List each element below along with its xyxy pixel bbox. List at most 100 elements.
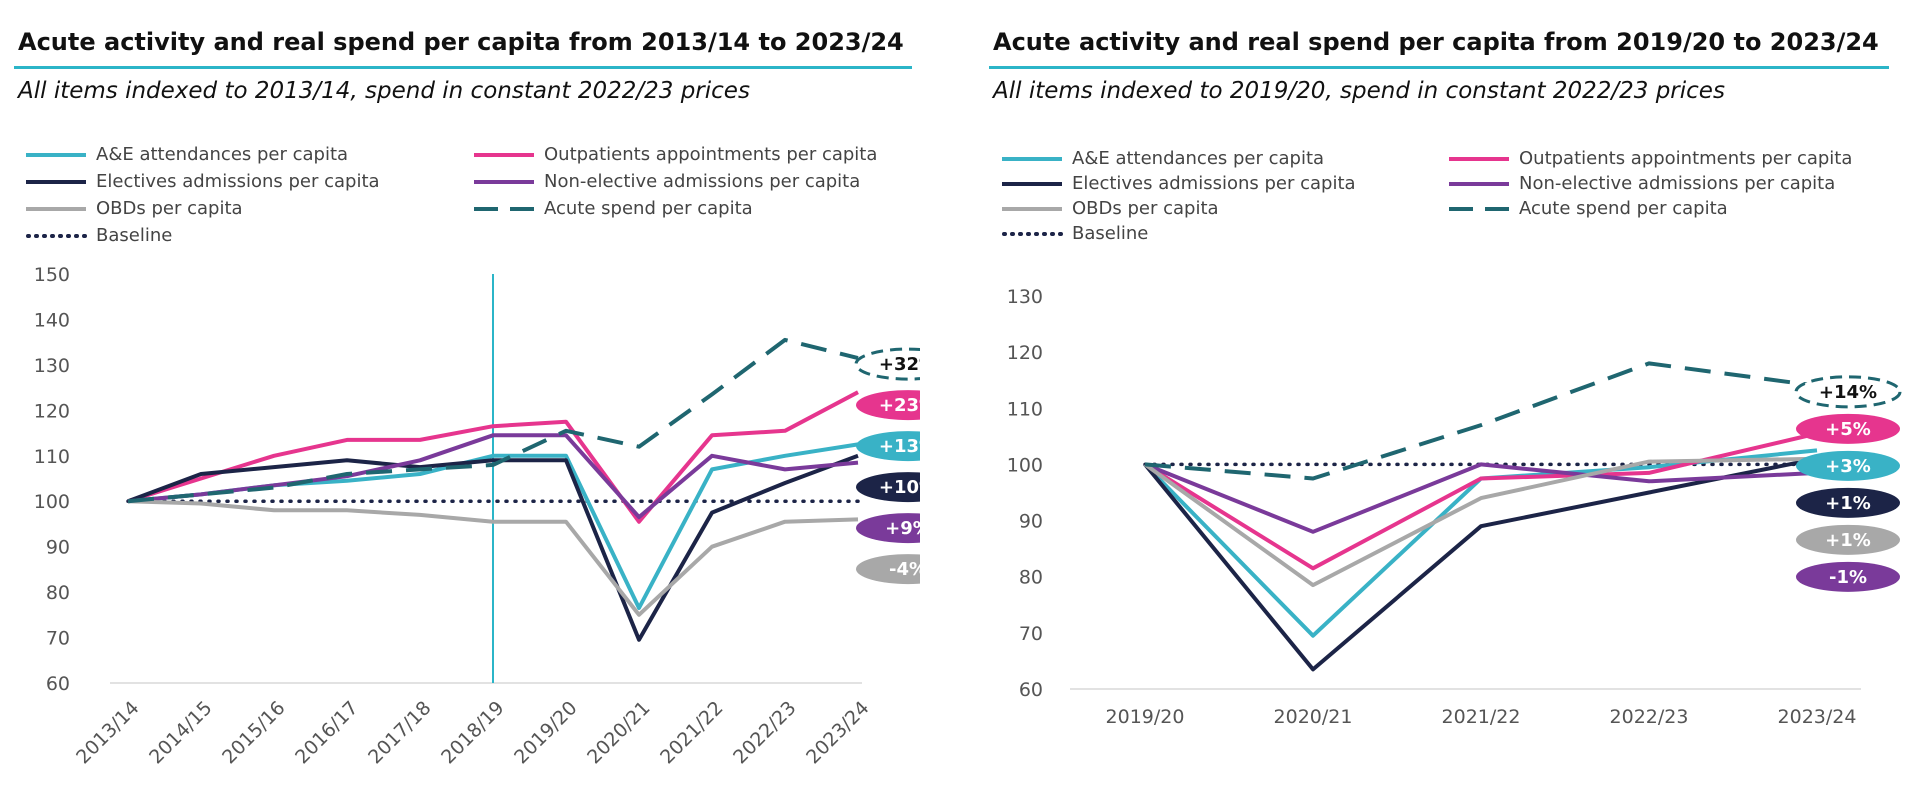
change-badge-non-elective: [856, 513, 920, 544]
x-tick-label: 2021/22: [656, 697, 727, 768]
change-badge-label: +5%: [1825, 419, 1871, 440]
legend-label: Non-elective admissions per capita: [1519, 173, 1836, 194]
legend-label: A&E attendances per capita: [96, 144, 349, 165]
y-tick-label: 120: [34, 400, 70, 422]
legend-swatch: [1002, 157, 1062, 161]
legend-swatch: [1449, 207, 1509, 211]
legend-swatch: [1002, 182, 1062, 186]
legend-swatch: [1002, 232, 1064, 236]
y-tick-label: 70: [46, 628, 70, 650]
title-rule: [989, 66, 1889, 69]
legend-swatch: [26, 234, 88, 238]
change-badge-label: +10%: [879, 477, 920, 498]
left-chart-panel: Acute activity and real spend per capita…: [0, 0, 920, 800]
legend-label: Electives admissions per capita: [1072, 173, 1356, 194]
right-line-chart: 60 70 80 90 100 110 120 130 2019/20 2020/21 2021/2…: [1007, 286, 1902, 728]
x-tick-label: 2022/23: [729, 697, 800, 768]
y-tick-label: 130: [34, 355, 70, 377]
left-line-chart: 60 70 80 90 100 110 120 130 140 150 2013/14 2014/15…: [34, 264, 920, 768]
x-tick-label: 2020/21: [583, 697, 654, 768]
series-line-electives: [1143, 456, 1818, 672]
legend-label: Non-elective admissions per capita: [544, 171, 861, 192]
title-rule: [14, 66, 912, 69]
legend-swatch: [474, 207, 534, 211]
change-badge-obds: [1796, 524, 1900, 555]
legend-label: A&E attendances per capita: [1072, 148, 1325, 169]
legend-swatch: [1002, 207, 1062, 211]
legend-swatch: [1449, 182, 1509, 186]
x-tick-label: 2019/20: [510, 697, 581, 768]
y-tick-label: 60: [46, 673, 70, 695]
x-tick-label: 2022/23: [1610, 706, 1689, 728]
chart-subtitle: All items indexed to 2019/20, spend in c…: [993, 78, 1725, 104]
legend-swatch: [26, 153, 86, 157]
y-tick-label: 110: [34, 446, 70, 468]
chart-title: Acute activity and real spend per capita…: [18, 28, 904, 56]
y-tick-label: 100: [1007, 454, 1043, 476]
change-badge-label: -4%: [889, 559, 920, 580]
y-tick-label: 60: [1019, 679, 1043, 701]
y-tick-label: 90: [46, 537, 70, 559]
y-tick-label: 140: [34, 309, 70, 331]
change-badge-label: +13%: [879, 436, 920, 457]
x-tick-label: 2020/21: [1274, 706, 1353, 728]
x-tick-label: 2021/22: [1442, 706, 1521, 728]
chart-legend: A&E attendances per capita Electives adm…: [1002, 148, 1912, 253]
y-tick-label: 100: [34, 491, 70, 513]
change-badge-label: -1%: [1829, 567, 1867, 588]
legend-label: Acute spend per capita: [1519, 198, 1728, 219]
x-tick-label: 2016/17: [291, 697, 362, 768]
series-line-obds: [127, 499, 859, 617]
y-tick-label: 90: [1019, 511, 1043, 533]
legend-label: Baseline: [96, 225, 173, 246]
series-line-non-elective: [1144, 462, 1818, 534]
change-badge-electives: [856, 472, 920, 503]
series-line-outpatients: [1143, 431, 1818, 571]
y-tick-label: 130: [1007, 286, 1043, 308]
y-tick-label: 70: [1019, 623, 1043, 645]
change-badge-label: +23%: [879, 395, 920, 416]
chart-subtitle: All items indexed to 2013/14, spend in c…: [18, 78, 750, 104]
change-badge-acute-spend: [854, 347, 920, 381]
legend-label: Outpatients appointments per capita: [544, 144, 878, 165]
x-tick-label: 2015/16: [218, 697, 289, 768]
change-badge-label: +14%: [1819, 382, 1877, 403]
legend-label: Outpatients appointments per capita: [1519, 148, 1853, 169]
x-tick-label: 2023/24: [1778, 706, 1857, 728]
legend-label: Electives admissions per capita: [96, 171, 380, 192]
change-badge-label: +3%: [1825, 456, 1871, 477]
legend-swatch: [26, 180, 86, 184]
change-badge-electives: [1796, 487, 1900, 518]
legend-swatch: [474, 153, 534, 157]
right-chart-panel: Acute activity and real spend per capita…: [985, 0, 1920, 800]
y-tick-label: 120: [1007, 342, 1043, 364]
change-badge-ae: [856, 431, 920, 462]
y-tick-label: 150: [34, 264, 70, 286]
change-badge-ae: [1796, 450, 1900, 481]
change-badge-acute-spend: [1794, 375, 1902, 409]
chart-legend: A&E attendances per capita Electives adm…: [26, 144, 926, 249]
change-badge-label: +9%: [885, 518, 920, 539]
legend-swatch: [26, 207, 86, 211]
change-badge-outpatients: [856, 390, 920, 421]
legend-label: Acute spend per capita: [544, 198, 753, 219]
legend-label: OBDs per capita: [96, 198, 243, 219]
legend-swatch: [1449, 157, 1509, 161]
x-tick-label: 2013/14: [72, 697, 143, 768]
y-tick-label: 80: [46, 582, 70, 604]
x-tick-label: 2023/24: [802, 697, 873, 768]
x-tick-label: 2014/15: [145, 697, 216, 768]
change-badge-outpatients: [1796, 413, 1900, 444]
chart-title: Acute activity and real spend per capita…: [993, 28, 1879, 56]
x-tick-label: 2019/20: [1106, 706, 1185, 728]
y-tick-label: 80: [1019, 567, 1043, 589]
change-badge-label: +32%: [879, 354, 920, 375]
x-tick-label: 2018/19: [437, 697, 508, 768]
legend-label: Baseline: [1072, 223, 1149, 244]
series-line-acute-spend: [127, 337, 859, 504]
change-badge-obds: [856, 554, 920, 585]
change-badge-label: +1%: [1825, 493, 1871, 514]
change-badge-label: +1%: [1825, 530, 1871, 551]
x-tick-label: 2017/18: [364, 697, 435, 768]
series-line-electives: [127, 453, 859, 642]
